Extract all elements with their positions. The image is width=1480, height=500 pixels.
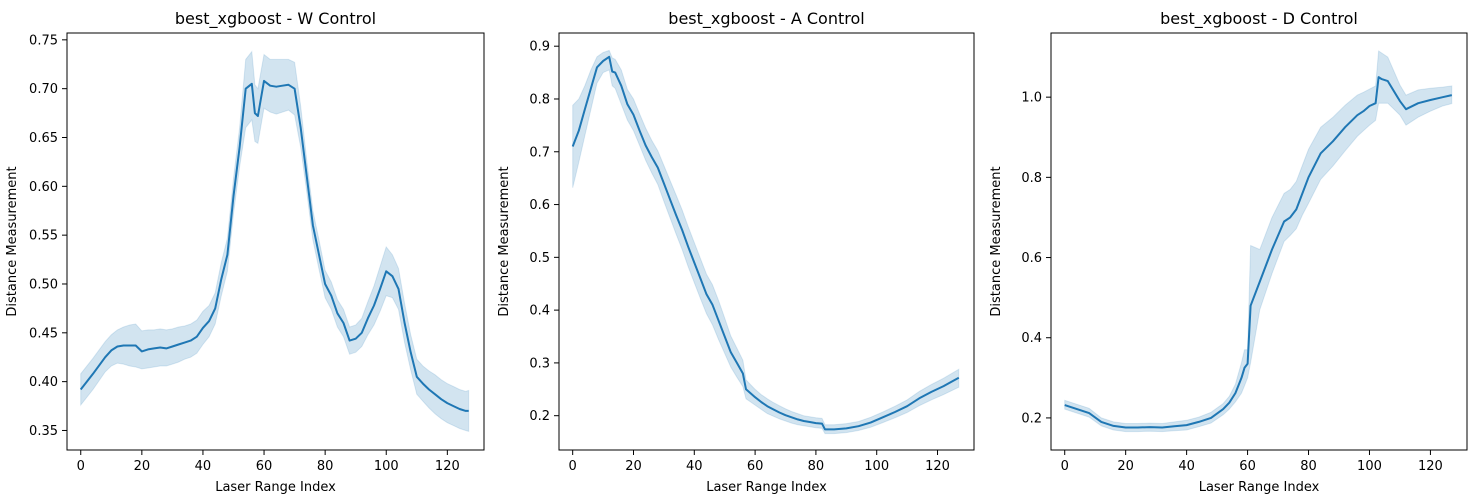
plot-frame <box>66 32 485 451</box>
x-tick-label: 120 <box>435 459 460 474</box>
series-line <box>79 79 469 412</box>
x-tick-label: 40 <box>686 459 703 474</box>
x-axis-label: Laser Range Index <box>215 480 336 495</box>
x-tick-label: 120 <box>925 459 950 474</box>
confidence-band <box>572 49 960 435</box>
x-tick-label: 40 <box>195 459 212 474</box>
confidence-band <box>80 50 470 433</box>
y-tick-label: 0.65 <box>29 131 58 146</box>
x-tick-label: 60 <box>1239 459 1256 474</box>
x-tick-label: 100 <box>374 459 399 474</box>
y-tick-label: 0.8 <box>529 92 550 107</box>
x-tick-label: 20 <box>134 459 151 474</box>
y-tick-label: 0.4 <box>529 304 550 319</box>
x-tick-label: 80 <box>317 459 334 474</box>
y-axis-label: Distance Measurement <box>5 166 20 316</box>
y-tick-label: 0.8 <box>1021 171 1042 186</box>
x-tick-label: 120 <box>1418 459 1443 474</box>
series-line <box>571 55 960 431</box>
x-axis-label: Laser Range Index <box>1199 480 1320 495</box>
y-tick-label: 0.35 <box>29 424 58 439</box>
x-tick-label: 0 <box>569 459 577 474</box>
confidence-band <box>1064 50 1453 433</box>
y-tick-label: 0.7 <box>529 145 550 160</box>
y-tick-label: 0.3 <box>529 356 550 371</box>
x-tick-label: 100 <box>1357 459 1382 474</box>
y-tick-label: 0.60 <box>29 180 58 195</box>
y-tick-label: 0.75 <box>29 33 58 48</box>
x-tick-label: 40 <box>1178 459 1195 474</box>
series-line <box>1064 76 1453 429</box>
x-tick-label: 20 <box>1117 459 1134 474</box>
x-tick-label: 60 <box>256 459 273 474</box>
chart-title: best_xgboost - W Control <box>175 9 376 29</box>
y-axis-label: Distance Measurement <box>497 166 512 316</box>
x-tick-label: 100 <box>864 459 889 474</box>
x-axis-label: Laser Range Index <box>706 480 827 495</box>
chart-title: best_xgboost - A Control <box>668 9 864 29</box>
y-tick-label: 1.0 <box>1021 91 1042 106</box>
y-tick-label: 0.40 <box>29 375 58 390</box>
y-tick-label: 0.55 <box>29 229 58 244</box>
chart-panel-3: 0 20 40 60 80 100 120 0.2 0.4 0.6 0.8 1.0 best_xgboo… <box>989 9 1468 495</box>
y-axis-label: Distance Measurement <box>989 166 1004 316</box>
y-tick-label: 0.9 <box>529 40 550 55</box>
y-tick-label: 0.6 <box>529 198 550 213</box>
y-tick-label: 0.5 <box>529 251 550 266</box>
y-tick-label: 0.2 <box>529 409 550 424</box>
y-tick-label: 0.2 <box>1021 411 1042 426</box>
chart-title: best_xgboost - D Control <box>1160 9 1358 29</box>
x-tick-label: 0 <box>1061 459 1069 474</box>
chart-panel-1: 0 20 40 60 80 100 120 0.35 0.40 0.45 0.50 0.55 0.60 0… <box>5 9 485 495</box>
x-tick-label: 80 <box>1300 459 1317 474</box>
y-tick-label: 0.6 <box>1021 251 1042 266</box>
plot-frame <box>558 32 975 451</box>
y-tick-label: 0.4 <box>1021 331 1042 346</box>
x-tick-label: 20 <box>625 459 642 474</box>
x-tick-label: 80 <box>808 459 825 474</box>
y-tick-label: 0.70 <box>29 82 58 97</box>
x-tick-label: 0 <box>77 459 85 474</box>
y-tick-label: 0.45 <box>29 326 58 341</box>
chart-panel-2: 0 20 40 60 80 100 120 0.2 0.3 0.4 0.5 0.6 0.7 0.8 0.9 b… <box>497 9 975 495</box>
plot-frame <box>1050 32 1468 451</box>
x-tick-label: 60 <box>747 459 764 474</box>
y-tick-label: 0.50 <box>29 277 58 292</box>
